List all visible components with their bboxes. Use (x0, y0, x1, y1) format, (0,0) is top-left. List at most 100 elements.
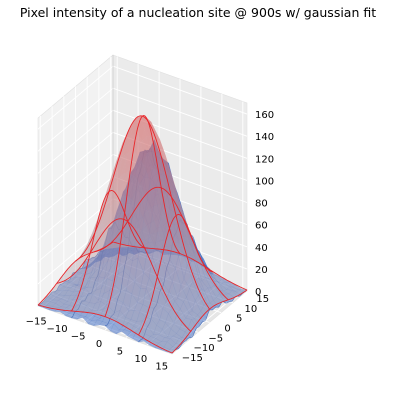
y-tick-label: 5 (236, 314, 242, 325)
gaussian-fit-cell (113, 223, 123, 237)
gaussian-fit-cell (104, 187, 114, 217)
gaussian-fit-cell (112, 245, 121, 248)
gaussian-fit-cell (92, 265, 101, 283)
x-tick-label: −15 (26, 317, 47, 328)
gaussian-fit-cell (131, 117, 140, 126)
gaussian-fit-cell (104, 209, 113, 227)
gaussian-fit-cell (118, 182, 128, 205)
gaussian-fit-cell (175, 335, 185, 343)
gaussian-fit-cell (99, 198, 108, 228)
gaussian-fit-cell (60, 305, 69, 311)
gaussian-fit-cell (97, 293, 106, 306)
gaussian-fit-cell (174, 303, 183, 319)
gaussian-fit-cell (101, 207, 111, 236)
gaussian-fit-cell (61, 293, 70, 300)
gaussian-fit-cell (100, 278, 109, 294)
gaussian-fit-cell (188, 315, 197, 328)
gaussian-fit-cell (164, 169, 174, 193)
gaussian-fit-cell (166, 191, 176, 215)
gaussian-fit-cell (123, 246, 133, 248)
gaussian-fit-cell (176, 318, 186, 331)
gaussian-fit-cell (139, 226, 149, 239)
z-tick-label: 20 (255, 265, 268, 276)
gaussian-fit-cell (90, 228, 99, 253)
gaussian-fit-cell (194, 306, 204, 319)
gaussian-fit-cell (103, 261, 112, 280)
gaussian-fit-cell (216, 294, 226, 302)
gaussian-fit-cell (223, 288, 232, 294)
gaussian-fit-cell (151, 248, 161, 277)
gaussian-fit-cell (190, 255, 199, 273)
gaussian-fit-cell (108, 244, 118, 249)
gaussian-fit-cell (76, 261, 85, 278)
gaussian-fit-cell (141, 173, 151, 197)
gaussian-fit-cell (159, 149, 168, 170)
gaussian-fit-cell (168, 291, 178, 311)
gaussian-fit-cell (172, 248, 181, 274)
gaussian-fit-cell (122, 240, 132, 246)
gaussian-fit-cell (155, 187, 165, 206)
gaussian-fit-cell (130, 121, 140, 136)
gaussian-fit-cell (100, 243, 110, 265)
gaussian-fit-cell (159, 289, 169, 310)
gaussian-fit-cell (177, 295, 186, 313)
gaussian-fit-cell (152, 169, 162, 188)
gaussian-fit-cell (207, 296, 216, 307)
gaussian-fit-cell (102, 182, 111, 213)
gaussian-fit-cell (171, 282, 181, 303)
surfaces (37, 115, 248, 354)
gaussian-fit-cell (88, 280, 98, 295)
gaussian-fit-cell (142, 293, 151, 313)
gaussian-fit-cell (120, 245, 130, 248)
gaussian-fit-cell (109, 219, 119, 244)
gaussian-fit-cell (154, 232, 164, 264)
gaussian-fit-cell (127, 177, 136, 202)
gaussian-fit-cell (139, 268, 149, 294)
gaussian-fit-cell (168, 169, 177, 196)
gaussian-fit-cell (153, 204, 162, 221)
gaussian-fit-cell (164, 197, 173, 228)
gaussian-fit-wire-y (56, 218, 192, 332)
gaussian-fit-cell (180, 288, 189, 307)
gaussian-fit-cell (217, 287, 226, 295)
gaussian-fit-cell (218, 278, 228, 284)
gaussian-fit-cell (103, 247, 112, 250)
gaussian-fit-cell (194, 245, 203, 266)
gaussian-fit-cell (138, 157, 147, 181)
gaussian-fit-cell (181, 239, 191, 253)
z-tick-label: 60 (255, 221, 268, 232)
gaussian-fit-cell (180, 261, 190, 283)
gaussian-fit-cell (69, 282, 79, 293)
gaussian-fit-cell (101, 208, 110, 225)
gaussian-fit-cell (165, 246, 175, 252)
gaussian-fit-cell (127, 212, 137, 230)
gaussian-fit-cell (141, 127, 151, 150)
gaussian-fit-cell (112, 198, 122, 218)
gaussian-fit-cell (110, 153, 120, 183)
z-tick-label: 0 (255, 287, 261, 298)
gaussian-fit-cell (118, 152, 128, 179)
gaussian-fit-cell (102, 240, 111, 248)
gaussian-fit-cell (119, 235, 129, 244)
gaussian-fit-cell (98, 224, 108, 237)
gaussian-fit-cell (158, 335, 168, 345)
gaussian-fit-cell (167, 192, 176, 220)
gaussian-fit-cell (133, 203, 142, 223)
gaussian-fit-cell (232, 284, 242, 290)
gaussian-fit-cell (65, 304, 75, 311)
gaussian-fit-cell (67, 277, 76, 289)
gaussian-fit-cell (193, 251, 202, 264)
gaussian-fit-cell (159, 317, 168, 331)
gaussian-fit-cell (182, 306, 192, 321)
gaussian-fit-cell (117, 241, 127, 266)
gaussian-fit-cell (200, 300, 210, 312)
gaussian-fit-cell (214, 280, 224, 289)
gaussian-fit-cell (172, 339, 182, 347)
gaussian-fit-cell (224, 283, 233, 288)
gaussian-fit-cell (76, 250, 86, 267)
gaussian-fit-cell (72, 272, 82, 286)
gaussian-fit-cell (85, 293, 95, 305)
gaussian-fit-cell (153, 310, 163, 325)
gaussian-fit-cell (178, 208, 187, 232)
gaussian-fit-cell (177, 193, 186, 222)
